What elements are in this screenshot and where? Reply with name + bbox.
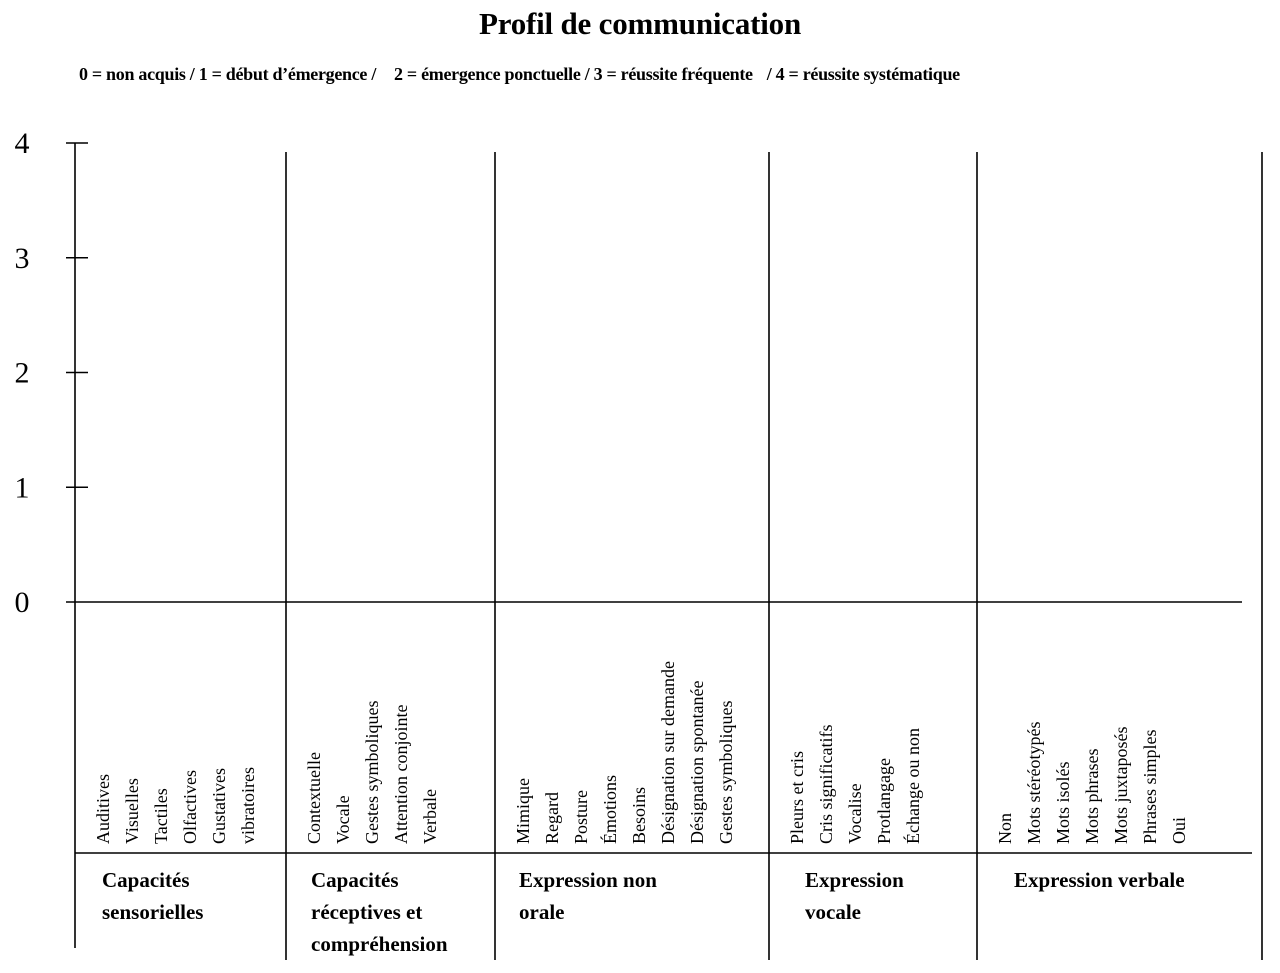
- legend-part-1: 0 = non acquis / 1 = début d’émergence /: [79, 64, 377, 84]
- item-label-4-5: Phrases simples: [1140, 730, 1160, 845]
- item-label-0-2: Tactiles: [151, 788, 171, 844]
- item-label-4-2: Mots isolés: [1053, 761, 1073, 844]
- item-label-2-5: Désignation sur demande: [658, 661, 678, 844]
- category-label-line: vocale: [805, 900, 861, 924]
- item-label-2-2: Posture: [571, 790, 591, 844]
- item-label-2-4: Besoins: [629, 787, 649, 844]
- category-label-line: compréhension: [311, 932, 448, 956]
- item-label-0-3: Olfactives: [180, 770, 200, 844]
- item-label-3-3: Protlangage: [874, 758, 894, 844]
- y-tick-label-2: 2: [15, 357, 30, 390]
- column-dividers: [285, 152, 1263, 960]
- item-labels: Auditives Visuelles Tactiles Olfactives Gust…: [93, 661, 1189, 844]
- item-label-1-4: Verbale: [420, 789, 440, 844]
- category-label-line: Capacités: [102, 868, 190, 892]
- item-label-4-4: Mots juxtaposés: [1111, 726, 1131, 844]
- category-label-line: Expression non: [519, 868, 657, 892]
- category-label-2: Expression non orale: [519, 864, 699, 928]
- item-label-1-3: Attention conjointe: [391, 705, 411, 844]
- y-tick-label-1: 1: [15, 471, 30, 504]
- item-label-4-3: Mots phrases: [1082, 749, 1102, 845]
- item-label-2-7: Gestes symboliques: [716, 701, 736, 845]
- item-label-3-2: Vocalise: [845, 783, 865, 844]
- legend-part-3: / 4 = réussite systématique: [766, 64, 960, 84]
- chart-title: Profil de communication: [478, 6, 802, 41]
- category-label-line: Expression: [805, 868, 904, 892]
- y-tick-label-4: 4: [15, 127, 30, 160]
- item-label-0-1: Visuelles: [122, 778, 142, 844]
- item-label-0-4: Gustatives: [209, 768, 229, 844]
- item-label-2-1: Regard: [542, 792, 562, 844]
- item-label-1-1: Vocale: [333, 795, 353, 844]
- scale-legend: 0 = non acquis / 1 = début d’émergence /…: [79, 64, 1279, 85]
- category-label-line: sensorielles: [102, 900, 204, 924]
- item-label-4-6: Oui: [1169, 817, 1189, 844]
- category-label-line: orale: [519, 900, 565, 924]
- item-label-2-3: Émotions: [599, 775, 620, 844]
- item-label-3-1: Cris significatifs: [816, 725, 836, 845]
- item-label-0-5: vibratoires: [238, 767, 258, 844]
- y-tick-label-0: 0: [15, 586, 30, 619]
- item-label-2-0: Mimique: [513, 778, 533, 844]
- category-label-line: Expression verbale: [1014, 868, 1185, 892]
- item-label-3-0: Pleurs et cris: [787, 751, 807, 844]
- y-tick-label-3: 3: [15, 242, 30, 275]
- item-label-1-0: Contextuelle: [304, 752, 324, 844]
- item-label-2-6: Désignation spontanée: [687, 681, 707, 844]
- item-label-4-0: Non: [995, 813, 1015, 844]
- category-label-1: Capacités réceptives et compréhension: [311, 864, 491, 960]
- item-label-0-0: Auditives: [93, 774, 113, 844]
- category-label-3: Expression vocale: [805, 864, 985, 928]
- item-label-1-2: Gestes symboliques: [362, 701, 382, 845]
- category-label-0: Capacités sensorielles: [102, 864, 282, 928]
- category-label-4: Expression verbale: [1014, 864, 1254, 896]
- legend-part-2: 2 = émergence ponctuelle / 3 = réussite …: [394, 64, 753, 84]
- item-label-4-1: Mots stéréotypés: [1024, 722, 1044, 844]
- category-label-line: réceptives et: [311, 900, 423, 924]
- category-label-line: Capacités: [311, 868, 399, 892]
- axis-layer: 0 1 2 3 4: [15, 127, 1252, 948]
- item-label-3-4: Échange ou non: [902, 728, 923, 844]
